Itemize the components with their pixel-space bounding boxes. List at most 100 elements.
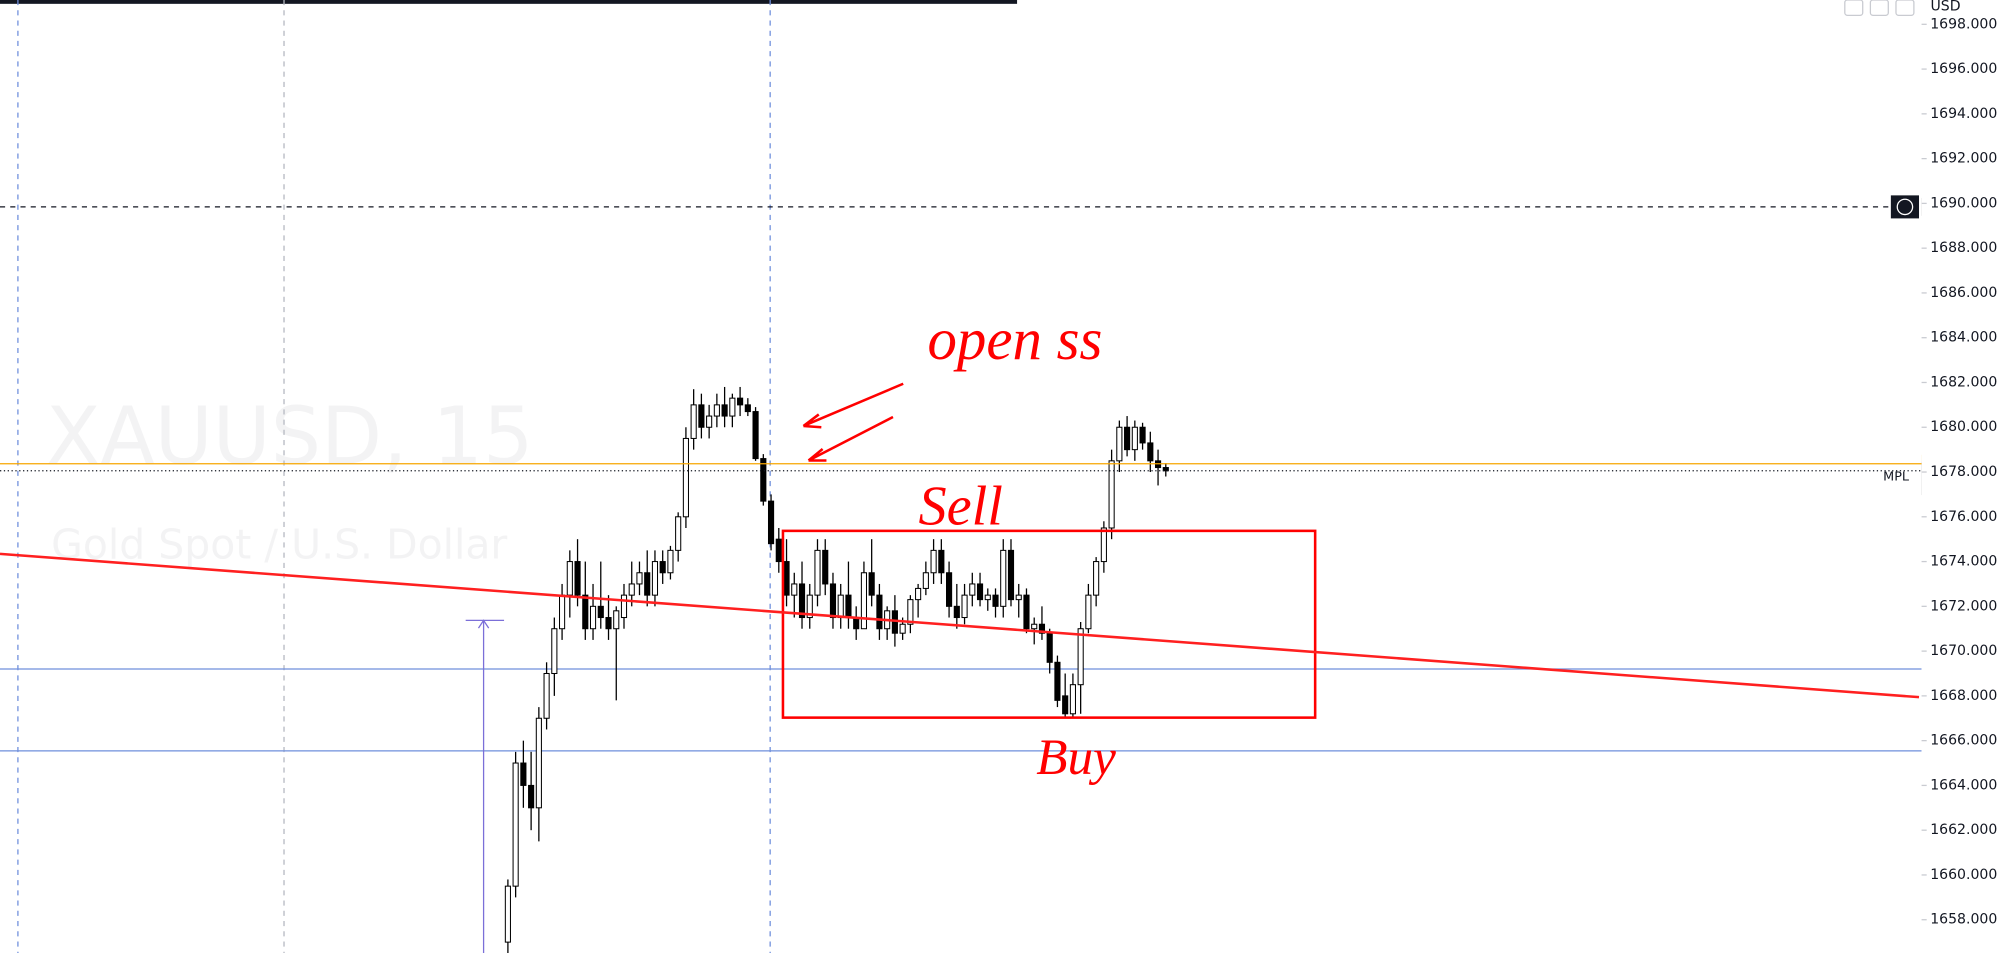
candle-body <box>992 594 999 607</box>
candle-body <box>690 404 697 439</box>
candle-body <box>822 549 829 585</box>
candle-body <box>1100 527 1107 563</box>
candle-body <box>729 397 736 417</box>
candle-body <box>806 594 813 619</box>
top-bar <box>0 0 1018 4</box>
candle-body <box>559 594 566 630</box>
currency-select[interactable]: USD <box>1931 0 1961 14</box>
candle-body <box>930 549 937 574</box>
candle-body <box>976 583 984 601</box>
candle-body <box>1147 442 1154 462</box>
watermark-subtitle: Gold Spot / U.S. Dollar <box>51 520 507 568</box>
candle-body <box>1000 549 1007 607</box>
candle-body <box>1116 426 1123 462</box>
candle-body <box>915 587 922 601</box>
candle-body <box>1093 561 1100 596</box>
candle-body <box>814 549 821 596</box>
y-tick-label: 1686.000 <box>1930 285 1997 301</box>
candle-body <box>938 549 945 574</box>
y-tick-label: 1688.000 <box>1930 240 1997 256</box>
candle-body <box>589 605 597 630</box>
candle-body <box>651 561 659 596</box>
arrow-head <box>477 619 490 629</box>
candle-body <box>675 516 682 551</box>
candle-body <box>504 885 511 943</box>
watermark: XAUUSD, 15 Gold Spot / U.S. Dollar <box>46 389 533 568</box>
y-tick-label: 1684.000 <box>1930 330 1997 346</box>
y-tick-label: 1666.000 <box>1930 733 1997 749</box>
candle-body <box>798 583 806 619</box>
candle-body <box>845 594 852 619</box>
candle-body <box>783 561 790 596</box>
candle-body <box>1139 426 1146 444</box>
candle-body <box>706 415 713 428</box>
annotation: Buy <box>1036 729 1116 786</box>
candle-body <box>1062 695 1069 715</box>
candle-body <box>613 610 620 630</box>
candle-body <box>961 594 968 619</box>
y-tick-label: 1662.000 <box>1930 822 1997 838</box>
candle-body <box>620 594 628 619</box>
tool-button[interactable] <box>1895 0 1915 16</box>
y-tick-label: 1692.000 <box>1930 151 1997 167</box>
candle-body <box>876 594 883 630</box>
hand-arrow <box>807 415 894 462</box>
candle-body <box>868 572 875 596</box>
candle-body <box>721 404 728 417</box>
y-tick-label: 1680.000 <box>1930 419 1997 435</box>
candle-body <box>1124 426 1131 451</box>
annotation: Sell <box>919 476 1003 538</box>
hand-arrow <box>802 382 904 429</box>
candle-body <box>775 538 782 563</box>
candle-body <box>922 572 929 589</box>
candle-body <box>1038 623 1046 634</box>
y-tick-label: 1664.000 <box>1930 777 1997 793</box>
candle-body <box>1131 426 1138 451</box>
zone-rectangle <box>781 529 1317 719</box>
y-tick-label: 1698.000 <box>1930 16 1997 32</box>
candle-body <box>713 404 720 417</box>
candle-body <box>1015 594 1022 601</box>
candle-body <box>1085 594 1092 630</box>
candle-body <box>946 572 953 607</box>
candle-body <box>1031 623 1038 630</box>
candle-body <box>829 583 837 619</box>
candle-body <box>1023 594 1030 630</box>
candle-body <box>760 458 767 502</box>
add-alert-icon <box>1896 198 1914 216</box>
candle-body <box>574 561 581 596</box>
measure-arrow <box>465 619 505 953</box>
y-tick-label: 1676.000 <box>1930 509 1997 525</box>
candle-body <box>860 572 868 630</box>
y-tick-label: 1670.000 <box>1930 643 1997 659</box>
y-axis: 1658.000 1660.000 1662.000 1664.000 1666.000… <box>1921 16 1997 928</box>
candle-body <box>1054 661 1061 701</box>
candle-body <box>752 411 759 460</box>
annotation: open ss <box>928 307 1103 372</box>
candle-body <box>543 672 550 719</box>
price-axis <box>1921 0 2006 953</box>
hand-arrows <box>802 382 904 462</box>
y-tick-label: 1682.000 <box>1930 374 1997 390</box>
candle-body <box>667 549 674 574</box>
tool-button[interactable] <box>1869 0 1889 16</box>
candle-body <box>737 397 744 406</box>
candle-body <box>1108 460 1115 529</box>
tool-button[interactable] <box>1844 0 1864 16</box>
candle-body <box>551 628 558 675</box>
candle-body <box>969 583 976 596</box>
candle-body <box>605 617 612 630</box>
candle-body <box>899 623 906 634</box>
candle-body <box>1046 632 1053 663</box>
candle-body <box>953 605 960 619</box>
y-tick-label: 1668.000 <box>1930 688 1997 704</box>
y-tick-label: 1672.000 <box>1930 598 1997 614</box>
candle-body <box>535 717 542 809</box>
y-tick-label: 1658.000 <box>1930 912 1997 928</box>
candle-body <box>628 583 635 596</box>
candle-body <box>791 583 798 596</box>
candle-body <box>582 594 589 630</box>
candle-body <box>1007 549 1015 601</box>
